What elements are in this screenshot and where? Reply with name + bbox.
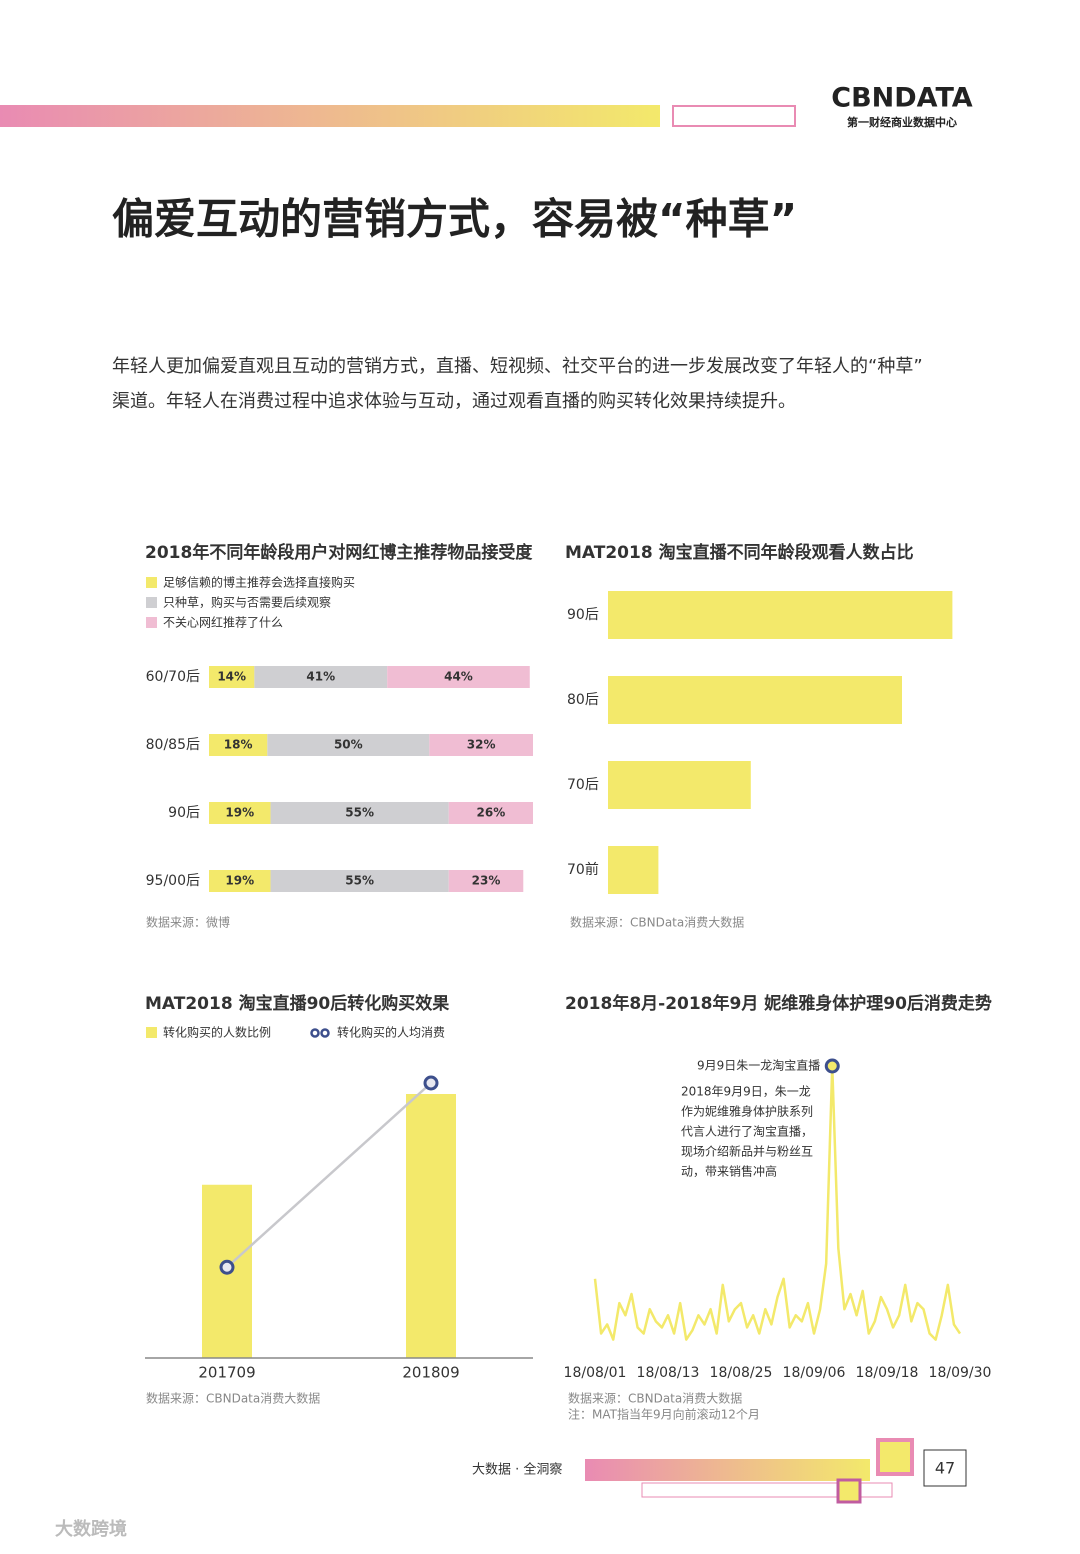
annotation-text: 代言人进行了淘宝直播，	[681, 1125, 813, 1139]
value-label: 55%	[345, 806, 374, 820]
value-label: 14%	[217, 670, 246, 684]
category-label: 80后	[567, 692, 599, 708]
source: 数据来源：微博	[146, 915, 230, 930]
source: 数据来源：CBNData消费大数据	[570, 915, 744, 930]
category-label: 95/00后	[146, 873, 200, 889]
bar-segment	[209, 666, 255, 688]
value-label: 50%	[334, 738, 363, 752]
value-label: 26%	[477, 806, 506, 820]
value-label: 55%	[345, 874, 374, 888]
top-bar	[0, 105, 660, 127]
bar	[608, 761, 751, 809]
bar	[608, 846, 659, 894]
bar	[608, 676, 902, 724]
x-tick-label: 18/09/30	[929, 1365, 992, 1381]
x-tick-label: 18/09/18	[856, 1365, 919, 1381]
chart-title: 2018年8月-2018年9月 妮维雅身体护理90后消费走势	[565, 993, 992, 1014]
bar-segment	[254, 666, 388, 688]
annotation-text: 2018年9月9日，朱一龙	[681, 1085, 811, 1099]
x-tick-label: 18/08/13	[637, 1365, 700, 1381]
logo-sub: 第一财经商业数据中心	[847, 115, 957, 129]
page-number: 47	[935, 1459, 955, 1478]
x-tick-label: 18/08/01	[564, 1365, 627, 1381]
legend-label: 不关心网红推荐了什么	[163, 615, 283, 630]
legend-swatch	[146, 1027, 157, 1038]
source: 数据来源：CBNData消费大数据	[146, 1391, 320, 1406]
legend-label: 足够信赖的博主推荐会选择直接购买	[163, 575, 355, 590]
chart-title: 2018年不同年龄段用户对网红博主推荐物品接受度	[145, 542, 533, 563]
annotation-text: 作为妮维雅身体护肤系列	[681, 1104, 813, 1119]
category-label: 60/70后	[146, 669, 200, 685]
category-label: 90后	[567, 607, 599, 623]
footer-deco	[836, 1478, 862, 1504]
source: 注：MAT指当年9月向前滚动12个月	[568, 1407, 760, 1422]
line	[593, 1064, 962, 1341]
value-label: 19%	[225, 874, 254, 888]
bar-segment	[270, 802, 449, 824]
bar	[608, 591, 953, 639]
bar	[406, 1094, 456, 1358]
legend-swatch	[146, 577, 157, 588]
bar-segment	[267, 734, 430, 756]
footer-slogan: 大数据 · 全洞察	[472, 1462, 562, 1478]
chart-title: MAT2018 淘宝直播不同年龄段观看人数占比	[565, 542, 914, 563]
legend-label: 转化购买的人数比例	[163, 1025, 271, 1040]
top-box	[672, 105, 796, 127]
annotation-marker	[824, 1058, 840, 1074]
legend-label: 只种草，购买与否需要后续观察	[163, 595, 331, 610]
paragraph-line: 年轻人更加偏爱直观且互动的营销方式，直播、短视频、社交平台的进一步发展改变了年轻…	[112, 356, 923, 377]
category-label: 70前	[567, 861, 599, 878]
category-label: 80/85后	[146, 737, 200, 753]
marker	[219, 1259, 235, 1275]
line	[226, 1082, 432, 1269]
legend-swatch	[146, 617, 157, 628]
legend-marker	[310, 1028, 320, 1038]
value-label: 18%	[224, 738, 253, 752]
legend-marker	[320, 1028, 330, 1038]
footer-bar	[585, 1459, 870, 1481]
bar-segment	[448, 802, 533, 824]
source: 数据来源：CBNData消费大数据	[568, 1391, 742, 1406]
value-label: 23%	[472, 874, 501, 888]
page-title: 偏爱互动的营销方式，容易被“种草”	[112, 195, 797, 244]
x-tick-label: 18/08/25	[710, 1365, 773, 1381]
value-label: 19%	[225, 806, 254, 820]
paragraph-line: 渠道。年轻人在消费过程中追求体验与互动，通过观看直播的购买转化效果持续提升。	[112, 391, 796, 412]
annotation-label: 9月9日朱一龙淘宝直播	[697, 1059, 820, 1073]
footer-pattern	[641, 1482, 893, 1498]
bar-segment	[448, 870, 524, 892]
annotation-text: 现场介绍新品并与粉丝互	[681, 1144, 813, 1159]
category-label: 70后	[567, 777, 599, 793]
value-label: 32%	[467, 738, 496, 752]
value-label: 41%	[306, 670, 335, 684]
x-tick-label: 18/09/06	[783, 1365, 846, 1381]
footer-deco	[876, 1438, 914, 1476]
watermark: 大数跨境	[55, 1518, 127, 1540]
logo: CBNDATA	[831, 83, 973, 114]
annotation-text: 动，带来销售冲高	[681, 1164, 777, 1179]
bar-segment	[387, 666, 530, 688]
chart-title: MAT2018 淘宝直播90后转化购买效果	[145, 993, 449, 1014]
bar-segment	[209, 802, 271, 824]
bar-segment	[209, 870, 271, 892]
bar-segment	[209, 734, 268, 756]
legend-label: 转化购买的人均消费	[337, 1025, 445, 1040]
legend-swatch	[146, 597, 157, 608]
x-tick-label: 201709	[198, 1364, 255, 1382]
bar-segment	[429, 734, 533, 756]
bar-segment	[270, 870, 449, 892]
value-label: 44%	[444, 670, 473, 684]
x-tick-label: 201809	[402, 1364, 459, 1382]
marker	[423, 1075, 439, 1091]
page-box	[923, 1449, 967, 1487]
category-label: 90后	[168, 805, 200, 821]
